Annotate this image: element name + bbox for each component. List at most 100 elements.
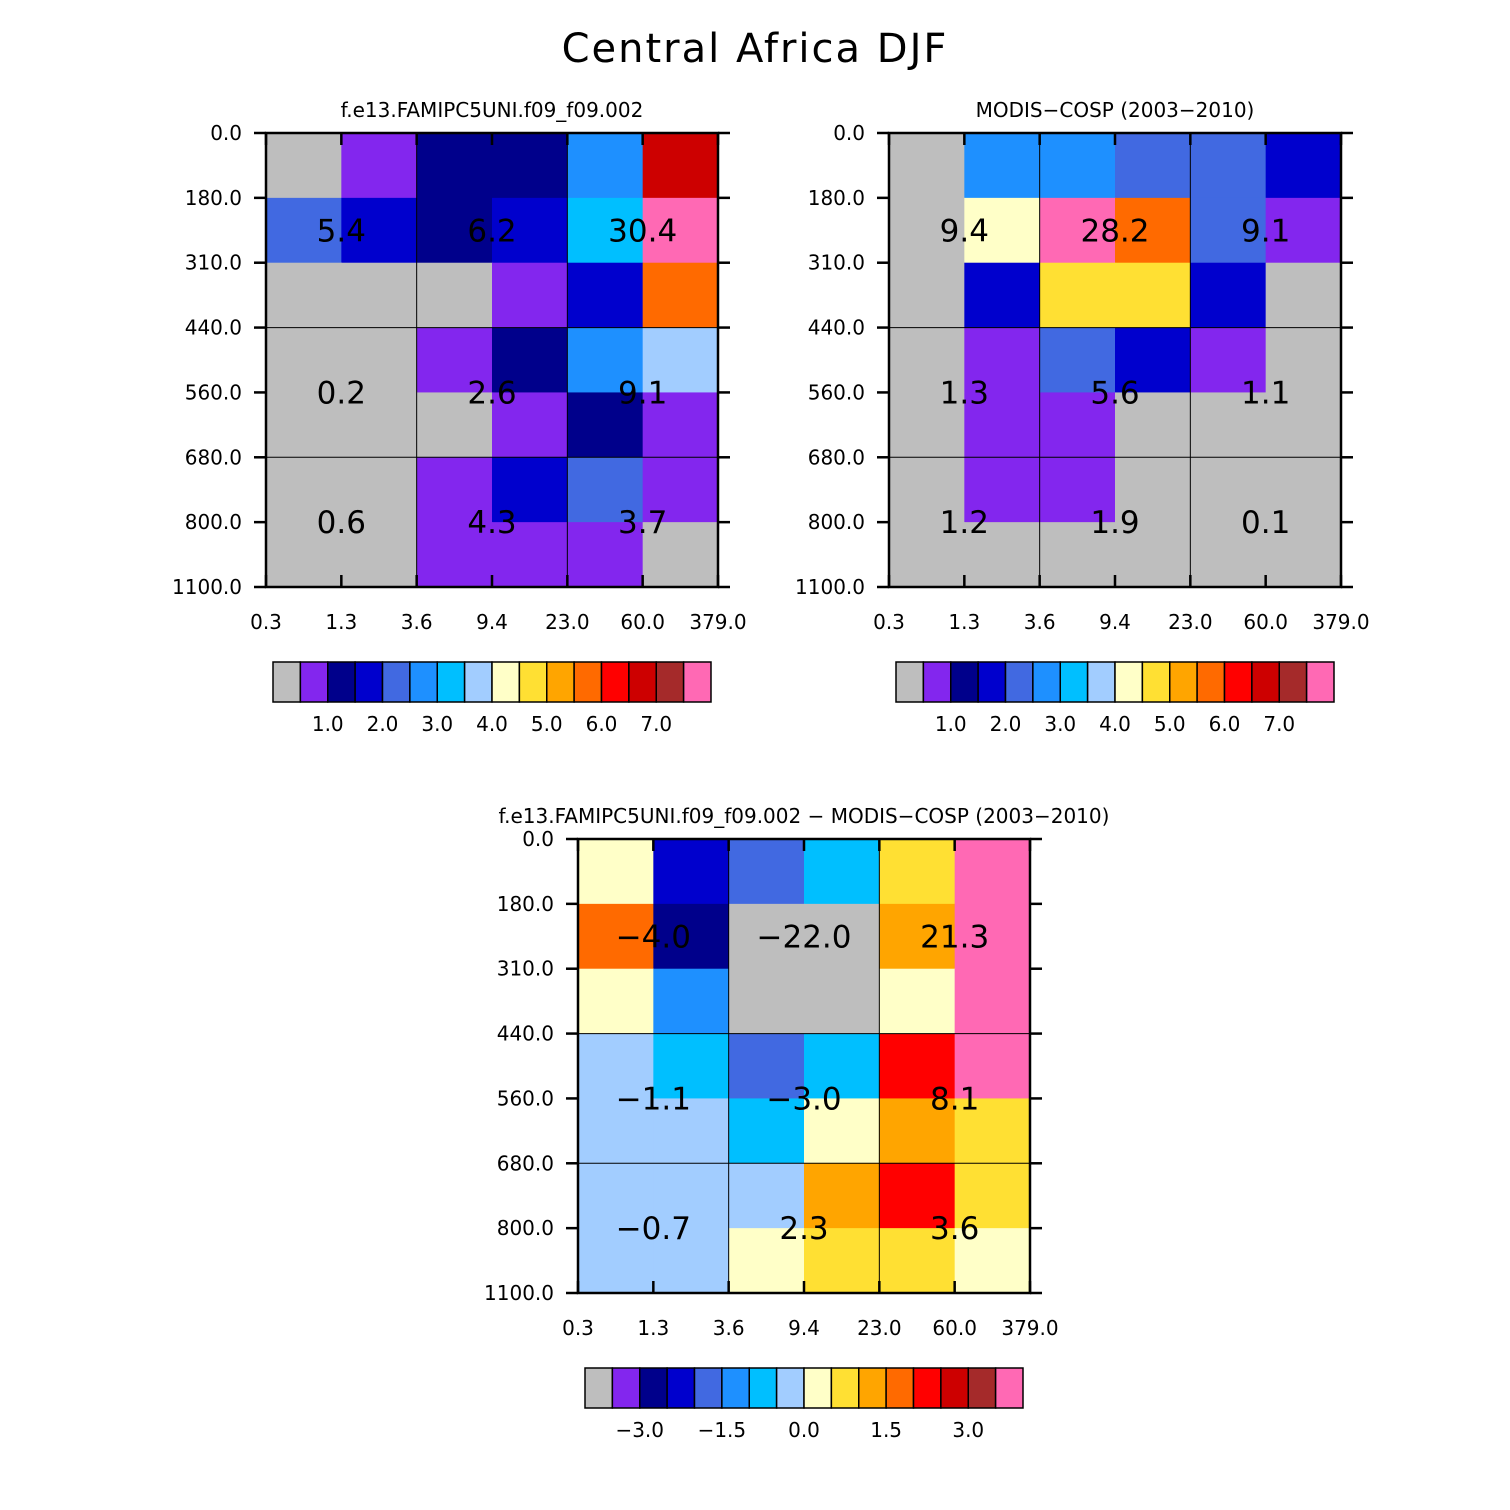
- heatmap-cell: [492, 133, 568, 199]
- colorbar-box: [950, 661, 979, 703]
- colorbar-label: 3.0: [1044, 712, 1076, 736]
- heatmap-cell: [804, 1033, 880, 1100]
- heatmap-cell: [653, 839, 730, 905]
- heatmap-cell: [578, 903, 654, 970]
- y-tick-label: 310.0: [497, 957, 554, 981]
- colorbar-box: [628, 661, 657, 703]
- y-tick-label: 180.0: [497, 892, 554, 916]
- x-tick-label: 60.0: [620, 610, 665, 634]
- heatmap-cell: [954, 1098, 1031, 1164]
- colorbar-box: [830, 1367, 860, 1409]
- heatmap-cell: [578, 968, 654, 1035]
- heatmap-cell: [653, 1098, 730, 1164]
- block-total-label: 0.1: [1241, 505, 1290, 541]
- panel-title: f.e13.FAMIPC5UNI.f09_f09.002: [341, 98, 644, 122]
- heatmap-cell: [1265, 133, 1342, 199]
- block-total-label: 9.1: [1241, 213, 1290, 249]
- colorbar-label: 1.0: [935, 712, 967, 736]
- block-total-label: 0.2: [317, 375, 366, 411]
- heatmap-cell: [266, 457, 342, 523]
- y-tick-label: 680.0: [497, 1151, 554, 1175]
- block-total-label: 1.3: [940, 375, 989, 411]
- block-total-label: 3.6: [930, 1211, 979, 1247]
- heatmap-cell: [567, 457, 644, 523]
- heatmap-cell: [1190, 133, 1267, 199]
- colorbar-box: [721, 1367, 750, 1409]
- heatmap-cell: [266, 262, 342, 329]
- colorbar-box: [1223, 661, 1253, 703]
- heatmap-cell: [954, 903, 1031, 970]
- y-tick-label: 680.0: [185, 445, 242, 469]
- y-tick-label: 1100.0: [484, 1281, 554, 1305]
- heatmap-cell: [804, 1098, 880, 1164]
- x-tick-label: 9.4: [788, 1316, 820, 1340]
- heatmap-cell: [653, 1163, 730, 1229]
- colorbar-label: 0.0: [788, 1418, 820, 1442]
- y-tick-label: 180.0: [185, 186, 242, 210]
- block-total-label: 9.1: [618, 375, 667, 411]
- y-tick-label: 440.0: [808, 316, 865, 340]
- heatmap-cell: [266, 133, 342, 199]
- heatmap-cell: [1039, 133, 1116, 199]
- heatmap-cell: [804, 1228, 880, 1294]
- heatmap-cell: [889, 327, 965, 394]
- x-tick-label: 1.3: [948, 610, 980, 634]
- colorbar-box: [463, 661, 493, 703]
- panel-title: f.e13.FAMIPC5UNI.f09_f09.002 − MODIS−COS…: [499, 804, 1110, 828]
- x-tick-label: 0.3: [250, 610, 282, 634]
- block-total-label: 4.3: [467, 505, 516, 541]
- x-tick-label: 9.4: [476, 610, 508, 634]
- heatmap-panel-2: 0.3 1.3 3.6 9.4 23.0 60.0 379.0 0.0 180.0 310.0 44…: [795, 98, 1370, 736]
- colorbar-label: 6.0: [586, 712, 618, 736]
- colorbar-box: [272, 661, 302, 703]
- colorbar-box: [858, 1367, 887, 1409]
- heatmap-cell: [964, 327, 1041, 394]
- heatmap-cell: [728, 839, 805, 905]
- heatmap-cell: [1115, 392, 1191, 458]
- heatmap-cell: [728, 1033, 805, 1100]
- heatmap-cell: [889, 392, 965, 458]
- colorbar-box: [1251, 661, 1280, 703]
- colorbar-label: −3.0: [615, 1418, 664, 1442]
- heatmap-cell: [964, 457, 1041, 523]
- x-tick-label: 3.6: [1024, 610, 1056, 634]
- heatmap-cell: [889, 457, 965, 523]
- y-tick-label: 0.0: [522, 827, 554, 851]
- heatmap-cell: [1115, 197, 1191, 264]
- heatmap-cell: [653, 968, 730, 1035]
- heatmap-cell: [964, 522, 1041, 588]
- heatmap-cell: [728, 1098, 805, 1164]
- colorbar-box: [912, 1367, 942, 1409]
- heatmap-cell: [1265, 457, 1342, 523]
- colorbar-box: [1141, 661, 1171, 703]
- heatmap-cell: [341, 133, 418, 199]
- x-tick-label: 23.0: [545, 610, 590, 634]
- block-total-label: 30.4: [608, 213, 677, 249]
- colorbar-label: −1.5: [698, 1418, 747, 1442]
- block-total-label: 6.2: [467, 213, 516, 249]
- colorbar-label: 5.0: [531, 712, 563, 736]
- heatmap-cell: [567, 392, 644, 458]
- block-total-label: −3.0: [766, 1081, 841, 1117]
- heatmap-cell: [889, 522, 965, 588]
- y-tick-label: 560.0: [185, 380, 242, 404]
- colorbar-box: [354, 661, 384, 703]
- colorbar-label: 7.0: [640, 712, 672, 736]
- heatmap-cell: [653, 1228, 730, 1294]
- heatmap-panel-3: 0.3 1.3 3.6 9.4 23.0 60.0 379.0 0.0 180.0 310.0 44…: [484, 804, 1109, 1442]
- heatmap-cell: [416, 133, 493, 199]
- colorbar-box: [491, 661, 521, 703]
- colorbar-box: [748, 1367, 778, 1409]
- heatmap-cell: [642, 197, 719, 264]
- heatmap-cell: [728, 1228, 805, 1294]
- heatmap-cell: [728, 903, 805, 970]
- figure-title: Central Africa DJF: [561, 26, 949, 72]
- x-tick-label: 1.3: [325, 610, 357, 634]
- heatmap-cell: [1190, 457, 1267, 523]
- x-tick-label: 379.0: [1001, 1316, 1058, 1340]
- y-tick-label: 440.0: [497, 1022, 554, 1046]
- heatmap-cell: [642, 392, 719, 458]
- block-total-label: −22.0: [757, 919, 852, 955]
- heatmap-cell: [578, 1033, 654, 1100]
